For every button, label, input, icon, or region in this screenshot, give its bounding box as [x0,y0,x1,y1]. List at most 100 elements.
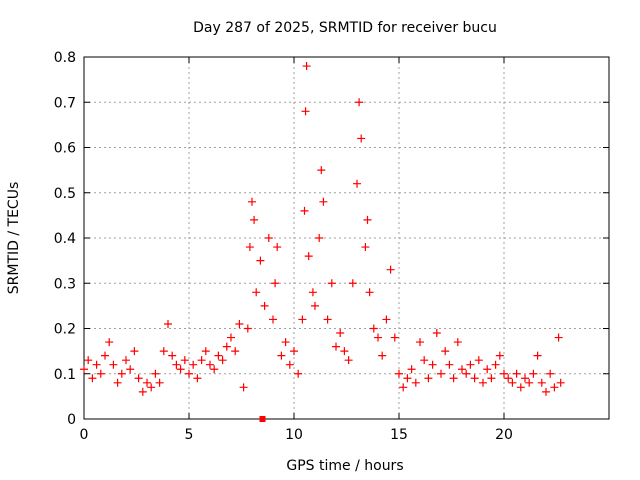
y-tick-label: 0.6 [54,141,76,157]
y-tick-label: 0.7 [54,95,76,111]
data-point [290,347,298,356]
data-point [466,360,475,369]
data-point [336,329,345,338]
data-point [529,369,538,378]
data-point [479,378,487,387]
data-point [363,215,372,224]
data-point [218,356,227,365]
data-point [332,342,340,351]
data-point [84,356,93,365]
data-point [117,369,126,378]
data-point [525,378,534,387]
data-point [252,288,261,297]
data-point [491,360,500,369]
data-point [504,374,513,383]
data-point [164,319,172,328]
y-axis-label: SRMTID / TECUs [6,182,22,295]
data-point [189,360,198,369]
data-point [449,374,458,383]
data-points [80,62,565,422]
data-point [271,279,280,288]
data-point [512,369,521,378]
data-point [445,360,454,369]
data-point [437,369,445,378]
data-point [453,338,462,347]
grid [84,57,609,419]
data-point [483,365,492,374]
data-point [109,360,118,369]
data-point [462,369,471,378]
x-tick-label: 10 [285,427,303,443]
data-point [235,319,244,328]
data-point [260,301,269,310]
data-point [273,243,282,252]
data-point [180,356,189,365]
data-point [250,215,259,224]
data-point [495,351,504,360]
data-point [300,206,309,215]
x-tick-label: 20 [495,427,513,443]
y-tick-label: 0.3 [54,276,76,292]
data-point [231,347,240,356]
data-point [151,369,160,378]
data-point [353,179,361,188]
data-point [390,333,399,342]
data-point [227,333,235,342]
data-point [210,365,219,374]
data-point [369,324,378,333]
data-point [420,356,429,365]
data-point [197,356,206,365]
data-point [304,252,313,261]
data-point [487,374,496,383]
data-point [264,234,273,242]
data-point [365,288,374,297]
data-point [432,329,441,338]
data-point [317,166,326,175]
data-point [245,243,254,252]
data-point [319,197,328,206]
data-point [193,374,202,383]
data-point [168,351,177,360]
data-point [134,374,143,383]
data-point [516,383,525,392]
data-point [277,351,286,360]
data-point [340,347,349,356]
data-point [403,374,412,383]
data-point [155,378,164,387]
data-point [458,365,466,374]
data-point [256,256,265,265]
y-tick-label: 0.8 [54,50,76,66]
data-point [546,369,555,378]
data-point [348,279,357,288]
data-point [374,333,382,342]
data-point [424,374,433,383]
data-point [130,347,139,356]
x-tick-label: 5 [185,427,194,443]
data-point [143,378,151,387]
data-point [411,378,420,387]
data-point [88,374,97,383]
data-point [147,383,156,392]
data-point [80,365,88,374]
data-point [308,288,317,297]
data-point [556,378,565,387]
data-point [311,301,319,310]
y-tick-label: 0 [67,412,76,428]
data-point [126,365,135,374]
data-point [508,378,517,387]
data-point [470,374,479,383]
outlier-point [259,416,266,422]
data-point [521,374,529,383]
data-point [269,315,277,324]
x-axis-label: GPS time / hours [286,458,403,474]
data-point [355,98,364,107]
data-point [474,356,483,365]
y-tick-label: 0.4 [54,231,76,247]
data-point [159,347,168,356]
data-point [361,243,370,252]
data-point [222,342,231,351]
data-point [172,360,181,369]
data-point [248,197,256,206]
data-point [301,107,310,116]
data-point [239,383,248,392]
